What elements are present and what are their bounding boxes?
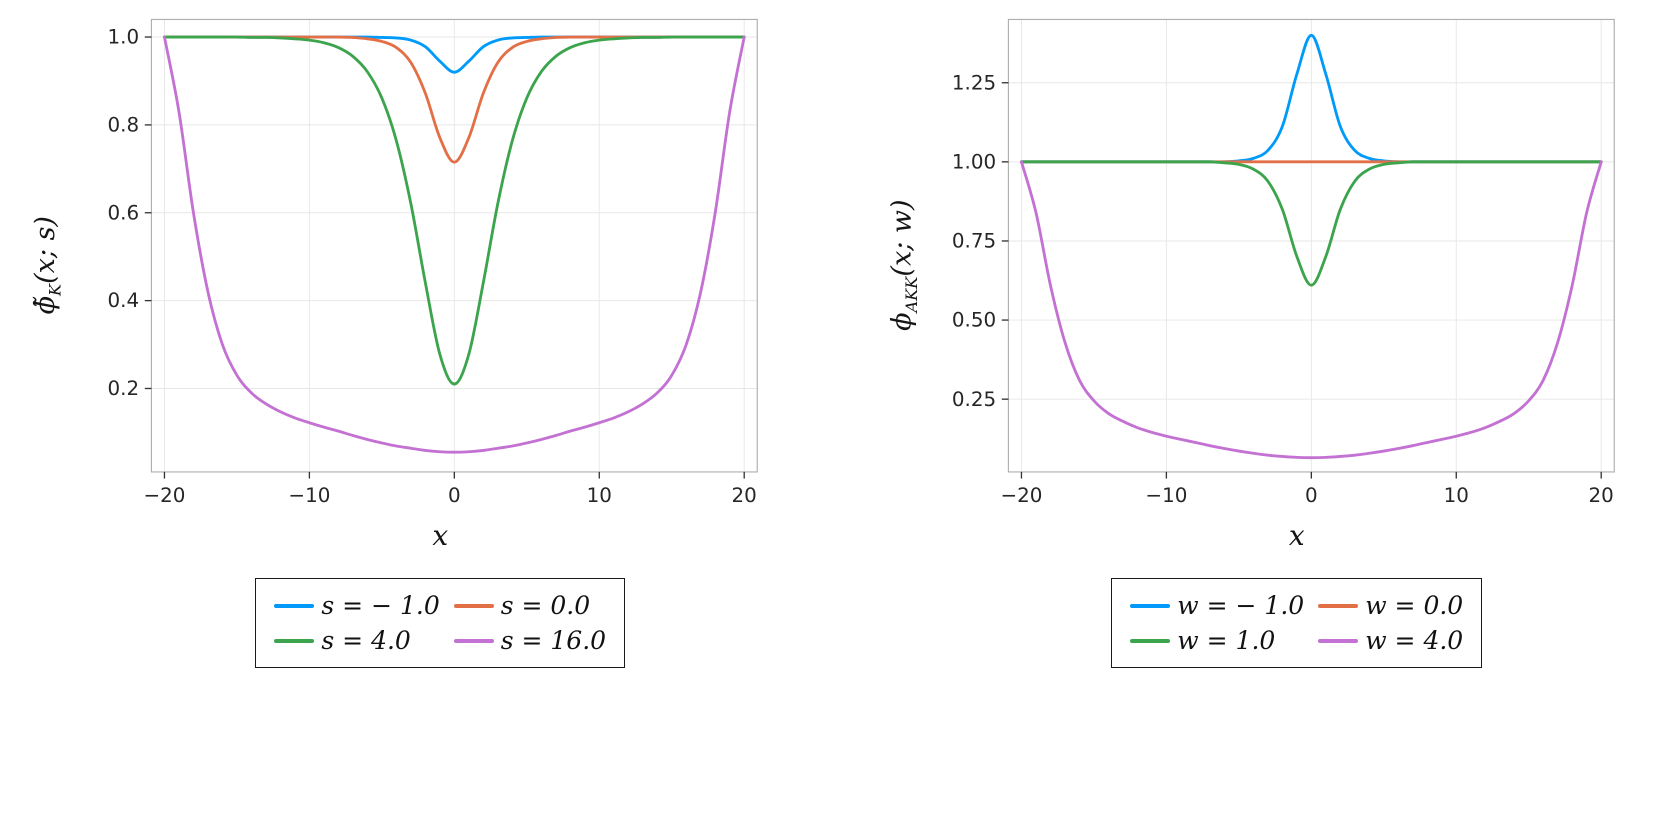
y-axis-label-right: ϕAKK(x; w) xyxy=(886,200,920,331)
x-tick-label: 20 xyxy=(1588,484,1613,507)
y-tick-label: 0.50 xyxy=(951,309,995,332)
legend-item: w = 0.0 xyxy=(1318,591,1463,620)
legend-item: s = 4.0 xyxy=(274,626,439,655)
spacer xyxy=(24,552,70,668)
y-tick-label: 0.6 xyxy=(108,201,140,224)
spacer xyxy=(881,521,927,552)
y-label-base: ϕ xyxy=(886,312,918,332)
x-tick-label: 0 xyxy=(1305,484,1318,507)
y-tick-label: 1.25 xyxy=(951,71,995,94)
legend-row-left: s = − 1.0 s = 0.0 s = 4.0 s = 16.0 xyxy=(24,552,771,669)
y-label-subscript: AKK xyxy=(901,276,921,313)
legend-box-right: w = − 1.0 w = 0.0 w = 1.0 w = 4.0 xyxy=(1111,578,1483,669)
x-tick-label: −10 xyxy=(288,484,330,507)
x-tick-label: −20 xyxy=(143,484,185,507)
spacer xyxy=(24,521,70,552)
y-label-subscript: K xyxy=(45,284,65,297)
legend-line-swatch xyxy=(274,603,315,608)
left-plot-canvas: −20 −10 0 10 20 0.2 0.4 0.6 0.8 1.0 xyxy=(108,18,758,507)
x-axis-label-right: x xyxy=(1288,519,1305,553)
legend-line-swatch xyxy=(1318,603,1359,608)
legend-item: w = 1.0 xyxy=(1130,626,1304,655)
legend-box-left: s = − 1.0 s = 0.0 s = 4.0 s = 16.0 xyxy=(255,578,626,669)
legend-item: w = 4.0 xyxy=(1318,626,1463,655)
right-plot-canvas: −20 −10 0 10 20 0.25 0.50 0.75 1.00 1.25 xyxy=(951,18,1615,507)
y-label-args: (x; s) xyxy=(29,216,61,285)
legend-label: s = − 1.0 xyxy=(321,591,440,621)
figures-row: ϕ̃K(x; s) −20 −10 0 10 20 0.2 0.4 0.6 0.8 1.0 x s… xyxy=(24,10,1628,669)
y-tick-label: 1.0 xyxy=(108,26,140,49)
legend-line-swatch xyxy=(1130,638,1171,643)
y-axis-label-left: ϕ̃K(x; s) xyxy=(30,216,64,314)
series-line xyxy=(1019,160,1603,460)
legend-line-swatch xyxy=(1318,638,1359,643)
legend-row-right: w = − 1.0 w = 0.0 w = 1.0 w = 4.0 xyxy=(881,552,1628,669)
x-tick-label: 0 xyxy=(448,484,461,507)
y-label-args: (x; w) xyxy=(886,199,918,277)
plot-row-left: ϕ̃K(x; s) −20 −10 0 10 20 0.2 0.4 0.6 0.8 1.0 xyxy=(24,10,771,521)
legend-label: w = − 1.0 xyxy=(1177,591,1305,621)
x-tick-label: 20 xyxy=(732,484,757,507)
legend-label: w = 1.0 xyxy=(1177,626,1276,656)
plot-row-right: ϕAKK(x; w) −20 −10 0 10 20 0.25 0.50 0.75 1.00 1.… xyxy=(881,10,1628,521)
x-axis-label-left: x xyxy=(432,519,449,553)
legend-item: s = 0.0 xyxy=(453,591,606,621)
x-axis-label-row-right: x xyxy=(881,519,1628,552)
legend-item: s = 16.0 xyxy=(453,626,607,656)
legend-line-swatch xyxy=(1130,603,1171,608)
y-tick-label: 1.00 xyxy=(951,150,995,173)
legend-line-swatch xyxy=(453,638,494,643)
y-tick-label: 0.25 xyxy=(951,388,995,411)
y-label-base: ϕ̃ xyxy=(29,296,61,315)
legend-label: s = 0.0 xyxy=(500,591,591,621)
y-axis-label-column-right: ϕAKK(x; w) xyxy=(881,10,927,521)
legend-item: w = − 1.0 xyxy=(1130,591,1304,620)
legend-label: w = 0.0 xyxy=(1365,591,1464,621)
legend-label: s = 4.0 xyxy=(321,626,411,656)
y-axis-label-column-left: ϕ̃K(x; s) xyxy=(24,10,70,521)
legend-line-swatch xyxy=(453,603,494,608)
legend-wrap-right: w = − 1.0 w = 0.0 w = 1.0 w = 4.0 xyxy=(947,552,1648,669)
series-line xyxy=(1019,160,1603,287)
figure-left: ϕ̃K(x; s) −20 −10 0 10 20 0.2 0.4 0.6 0.8 1.0 x s… xyxy=(24,10,771,669)
legend-wrap-left: s = − 1.0 s = 0.0 s = 4.0 s = 16.0 xyxy=(90,552,791,669)
series-line xyxy=(163,35,746,454)
y-tick-label: 0.75 xyxy=(951,230,995,253)
series-line xyxy=(163,35,746,386)
legend-label: w = 4.0 xyxy=(1365,626,1464,656)
x-tick-label: −10 xyxy=(1145,484,1187,507)
figure-right: ϕAKK(x; w) −20 −10 0 10 20 0.25 0.50 0.75 1.00 1.… xyxy=(881,10,1628,669)
legend-line-swatch xyxy=(274,638,315,643)
y-tick-label: 0.4 xyxy=(108,289,140,312)
legend-item: s = − 1.0 xyxy=(274,591,440,621)
y-tick-label: 0.2 xyxy=(108,377,140,400)
y-tick-label: 0.8 xyxy=(108,114,140,137)
legend-label: s = 16.0 xyxy=(500,626,607,656)
x-axis-label-row-left: x xyxy=(24,519,771,552)
x-tick-label: 10 xyxy=(587,484,612,507)
spacer xyxy=(881,552,927,668)
x-tick-label: −20 xyxy=(1000,484,1042,507)
x-tick-label: 10 xyxy=(1443,484,1468,507)
